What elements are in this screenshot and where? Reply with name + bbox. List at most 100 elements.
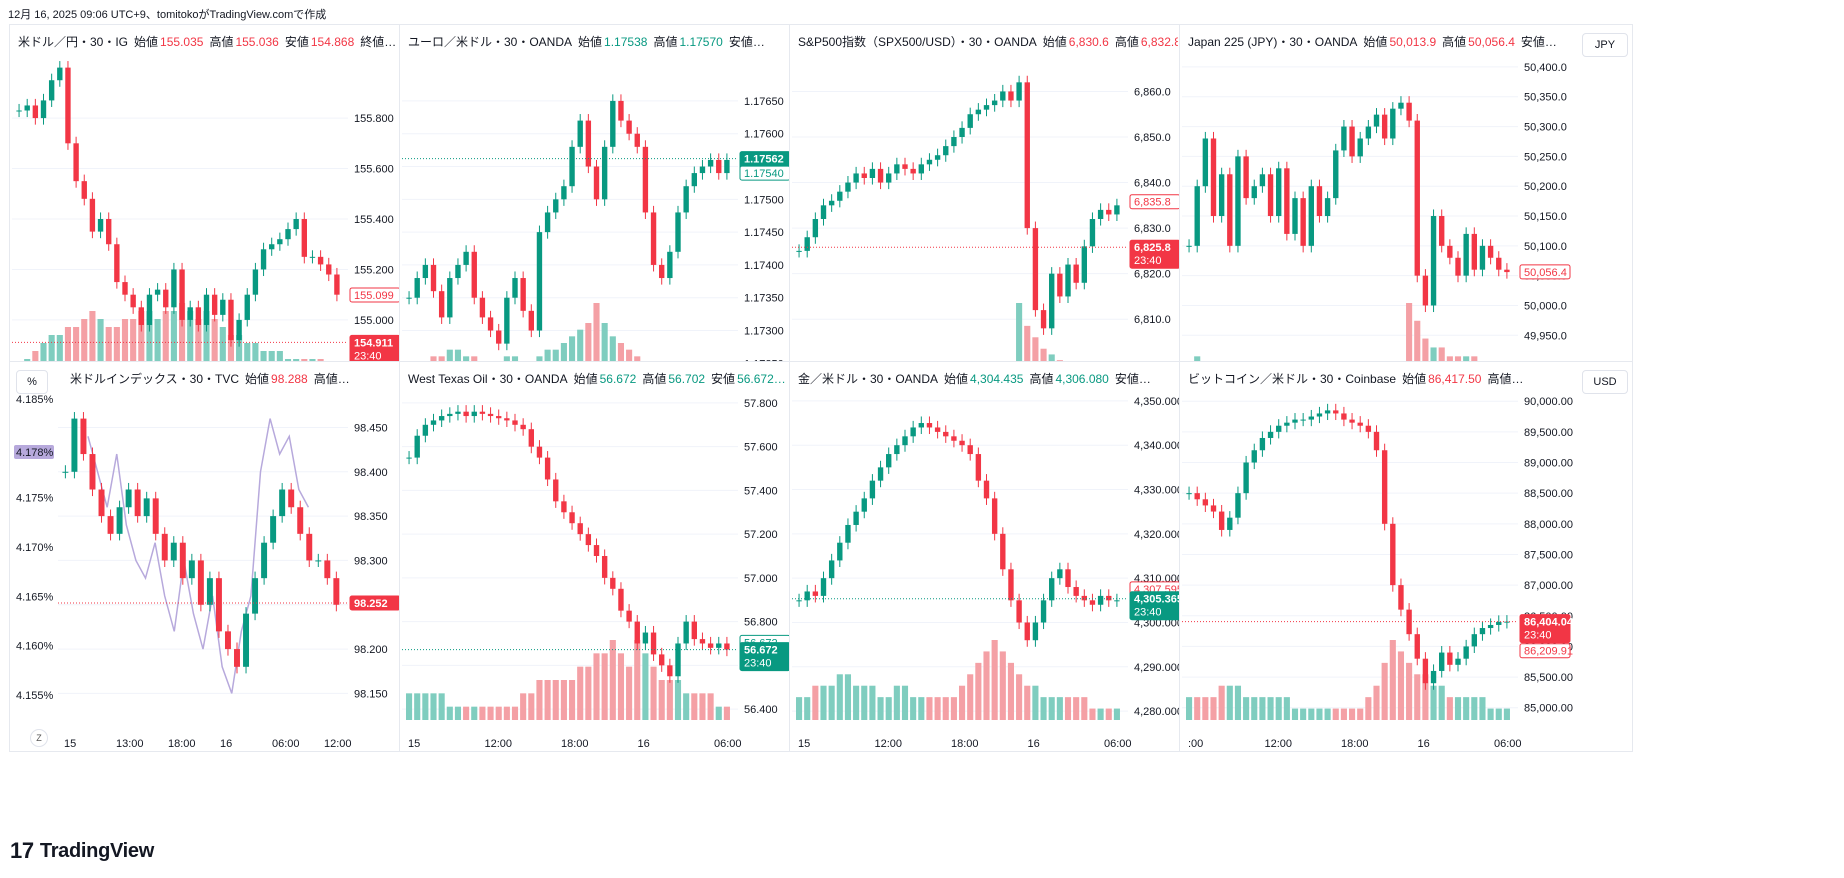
price-badge-countdown: 23:40 xyxy=(354,350,382,362)
y-tick-label: 1.17600 xyxy=(744,129,784,141)
ohlc-label: 始値 xyxy=(134,35,159,49)
candle-body xyxy=(520,278,526,311)
volume-bar xyxy=(121,319,129,383)
x-tick-label: 12:00 xyxy=(485,738,513,750)
volume-bar xyxy=(89,311,96,383)
candle-body xyxy=(317,256,324,265)
price-badge-text: 50,056.4 xyxy=(1524,267,1567,279)
candle-body xyxy=(1114,600,1120,602)
ohlc-value: 50,056.4 xyxy=(1468,35,1515,49)
volume-bar xyxy=(975,662,982,720)
x-tick-label: 06:00 xyxy=(714,738,742,750)
currency-button[interactable]: JPY xyxy=(1582,33,1628,57)
ohlc-label: 高値 xyxy=(1442,35,1467,49)
candle-body xyxy=(236,319,242,341)
volume-bar xyxy=(658,680,665,720)
price-badge-text: 98.252 xyxy=(354,598,388,610)
candle-body xyxy=(593,545,600,556)
y-tick-label: 98.300 xyxy=(354,555,388,567)
candle-body xyxy=(1341,413,1347,420)
panel-dxy[interactable]: 98.45098.40098.35098.30098.25098.20098.1… xyxy=(9,361,463,752)
candle-body xyxy=(683,186,689,213)
volume-bar xyxy=(1007,662,1015,720)
candle-body xyxy=(1251,450,1257,463)
candle-body xyxy=(1089,600,1096,605)
candle-body xyxy=(1455,257,1461,276)
candle-body xyxy=(270,516,277,543)
volume-bar xyxy=(179,303,186,383)
candle-body xyxy=(1073,587,1079,596)
currency-button[interactable]: USD xyxy=(1582,370,1628,394)
candle-body xyxy=(918,164,924,174)
panel-spx500[interactable]: 6,860.0 6,850.0 6,840.0 6,830.0 6,820.0 6,810… xyxy=(789,24,1243,415)
y-tick-label: 89,000.00 xyxy=(1524,458,1573,470)
volume-bar xyxy=(674,680,682,720)
symbol-name: Japan 225 (JPY)・30・OANDA xyxy=(1188,35,1358,49)
ohlc-label: 始値 xyxy=(944,372,969,386)
price-badge xyxy=(1519,264,1571,280)
volume-bar xyxy=(479,706,486,720)
volume-bar xyxy=(138,311,145,383)
volume-bar xyxy=(609,336,616,383)
panel-wti[interactable]: 57.800 57.600 57.400 57.200 57.000 56.800 56.6… xyxy=(399,361,853,752)
volume-bar xyxy=(569,680,576,720)
candle-body xyxy=(585,120,592,167)
candle-body xyxy=(1276,425,1282,432)
panel-btcusd[interactable]: 90,000.00 89,500.00 89,000.00 88,500.00 88,0… xyxy=(1179,361,1633,752)
panel-jp225[interactable]: 50,400.0 50,350.0 50,300.0 50,250.0 50,200.0… xyxy=(1179,24,1633,415)
candle-body xyxy=(1357,138,1363,157)
candle-body xyxy=(1186,493,1192,495)
panel-gold[interactable]: 4,350.000 4,340.000 4,330.000 4,320.000 4,31… xyxy=(789,361,1243,752)
candle-body xyxy=(861,498,867,512)
candle-body xyxy=(73,143,79,182)
candle-body xyxy=(211,294,218,315)
price-badge-text: 56.672 xyxy=(744,645,778,657)
candle-body xyxy=(1259,437,1266,451)
price-badge-countdown: 23:40 xyxy=(1524,630,1552,642)
candle-body xyxy=(171,269,177,308)
candle-body xyxy=(691,173,697,187)
candle-body xyxy=(422,264,429,279)
percent-scale-button[interactable]: % xyxy=(16,370,48,394)
candle-body xyxy=(1049,273,1055,329)
ohlc-label: 安値… xyxy=(1114,372,1151,386)
auto-scale-z-button[interactable]: Z xyxy=(30,729,48,747)
candle-body xyxy=(306,533,313,561)
candle-body xyxy=(1496,621,1502,625)
chart-svg: 50,400.0 50,350.0 50,300.0 50,250.0 50,200.0… xyxy=(1182,62,1571,413)
candle-body xyxy=(146,294,153,325)
ohlc-label: 始値 xyxy=(1042,35,1067,49)
volume-bar xyxy=(585,666,592,720)
candle-body xyxy=(430,264,437,292)
y-tick-label: 1.17300 xyxy=(744,326,784,338)
volume-bar xyxy=(528,693,535,720)
candle-body xyxy=(414,435,420,458)
volume-bar xyxy=(560,680,567,720)
volume-bar xyxy=(105,327,112,383)
price-badge xyxy=(1519,614,1571,644)
panel-eurusd[interactable]: 1.176501.176001.175501.175001.174501.174… xyxy=(399,24,853,415)
x-tick-label: :00 xyxy=(1188,738,1203,750)
ohlc-label: 始値 xyxy=(1402,372,1427,386)
volume-bar xyxy=(1406,303,1413,383)
candle-body xyxy=(1487,624,1494,629)
candle-body xyxy=(528,310,534,331)
y-tick-label: 98.350 xyxy=(354,511,388,523)
panel-usdjpy[interactable]: 155.800 155.600 155.400 155.200 155.000 154.8… xyxy=(9,24,463,415)
volume-bar xyxy=(446,706,453,720)
volume-bar xyxy=(1105,708,1112,720)
ohlc-label: 高値 xyxy=(209,35,234,49)
tradingview-logo[interactable]: 17 TradingView xyxy=(10,838,154,864)
price-badge-countdown: 23:40 xyxy=(1134,607,1162,619)
price-badge-countdown: 23:40 xyxy=(744,658,772,670)
y-tick-label: 4,300.000 xyxy=(1134,617,1183,629)
volume-bar xyxy=(601,323,608,383)
x-tick-label: 12:00 xyxy=(1265,738,1293,750)
candle-body xyxy=(1439,652,1445,671)
volume-bar xyxy=(1234,685,1242,720)
candle-body xyxy=(691,621,697,640)
price-badge-text: 6,825.8 xyxy=(1134,242,1171,254)
chart-svg: 4,350.0004,340.0004,330.0004,320.0004,31… xyxy=(792,396,1183,750)
y-tick-label: 50,200.0 xyxy=(1524,181,1567,193)
y-tick-label: 85,500.00 xyxy=(1524,672,1573,684)
